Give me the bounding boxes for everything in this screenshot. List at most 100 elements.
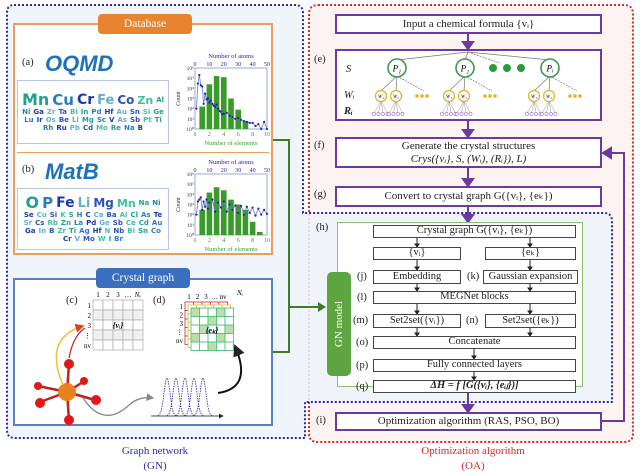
element-symbol: K xyxy=(60,211,66,219)
column-label: 3 xyxy=(204,293,208,301)
element-symbol: Li xyxy=(77,195,91,211)
atoms-point xyxy=(237,116,240,120)
tree-edge xyxy=(533,75,551,92)
element-symbol: Cd xyxy=(138,219,149,227)
element-symbol: In xyxy=(38,227,47,235)
atoms-point xyxy=(196,82,199,85)
element-symbol: Be xyxy=(58,116,69,124)
arrowhead xyxy=(527,332,533,337)
space-group-label: Pᵢ xyxy=(546,64,554,74)
bar xyxy=(221,77,227,129)
gn-caption: Graph network (GN) xyxy=(80,444,230,474)
element-symbol: Zn xyxy=(137,93,154,107)
atoms-point xyxy=(234,117,237,120)
element-symbol: Al xyxy=(156,95,165,104)
atoms-point xyxy=(214,105,217,108)
x-axis-label: Number of elements xyxy=(204,140,258,147)
position-node xyxy=(440,112,444,116)
element-symbol: Pd xyxy=(91,108,102,116)
atoms-series-line xyxy=(196,196,268,217)
y-tick-label: 10² xyxy=(187,107,195,113)
optimization-algorithm-box: Optimization algorithm (RAS, PSO, BO) xyxy=(335,412,602,431)
element-symbol: H xyxy=(76,211,83,219)
enthalpy-output-box: ΔH = f [G({vᵢ}, {eᵢⱼ})] xyxy=(373,380,576,393)
arrowhead xyxy=(471,355,477,360)
atoms-point xyxy=(198,74,201,77)
atoms-point xyxy=(208,201,211,204)
tree-edge xyxy=(448,100,456,114)
node-arrow xyxy=(55,323,85,386)
more-dot xyxy=(493,94,497,98)
top-tick-label: 30 xyxy=(235,62,241,68)
y-tick-label: 10⁰ xyxy=(186,126,195,133)
bar xyxy=(213,187,220,235)
edge-arrow xyxy=(217,344,245,394)
bar xyxy=(242,121,249,129)
edge-tensor-label: {eₖ} xyxy=(206,326,219,335)
oa-caption-line1: Optimization algorithm xyxy=(421,445,525,457)
top-axis-label: Number of atoms xyxy=(208,53,254,60)
tree-edge xyxy=(541,100,550,114)
arrowhead xyxy=(471,376,477,381)
atoms-point xyxy=(211,198,214,201)
element-symbol: Sr xyxy=(23,219,33,227)
panel-n-label: (n) xyxy=(466,315,479,326)
element-symbol: Sc xyxy=(96,116,107,124)
bar xyxy=(199,209,205,235)
atoms-point xyxy=(198,198,201,201)
tree-edge xyxy=(533,100,541,114)
matrix-cell xyxy=(132,339,144,351)
set2set-nodes-box: Set2set({vᵢ}) xyxy=(373,314,461,328)
atoms-point xyxy=(228,114,231,117)
crystal-graph-input: Crystal graph G({vᵢ}, {eₖ}) xyxy=(373,225,576,238)
position-node xyxy=(525,112,529,116)
x-tick-label: 10 xyxy=(264,238,270,244)
atoms-point xyxy=(195,107,198,110)
more-dot xyxy=(503,64,511,72)
tree-edge xyxy=(441,100,450,114)
top-tick-label: 50 xyxy=(264,62,270,68)
more-dot xyxy=(483,94,487,98)
atoms-point xyxy=(265,127,269,131)
oqmd-element-cloud: Mn Cu Cr Fe Co Zn Al Ni Ga Zr Ta Bi In Pd Hf Au Sn Si Ge Lu… xyxy=(17,80,169,144)
column-label: 1 xyxy=(187,293,191,301)
wyckoff-label: W₂ xyxy=(461,95,467,100)
gn-caption-line1: Graph network xyxy=(121,445,189,457)
element-symbol: Ba xyxy=(106,211,117,219)
row-label: 2 xyxy=(88,312,92,320)
panel-c-label: (c) xyxy=(66,295,78,306)
megnet-blocks-box: MEGNet blocks xyxy=(373,291,576,304)
atoms-point xyxy=(222,112,225,116)
atoms-point xyxy=(260,213,263,216)
position-node xyxy=(372,112,376,116)
top-axis-label: Number of atoms xyxy=(208,159,254,166)
atoms-point xyxy=(214,210,217,213)
molecule-icon xyxy=(34,359,101,425)
element-symbol: Mn xyxy=(116,196,136,210)
atoms-point xyxy=(245,120,248,123)
atoms-point xyxy=(239,204,243,208)
panel-i-label: (i) xyxy=(316,415,326,426)
arrowhead xyxy=(527,243,533,248)
y-tick-label: 10⁶ xyxy=(187,66,195,72)
column-label: … xyxy=(211,293,218,301)
element-symbol: Zr xyxy=(46,108,56,116)
panel-m-label: (m) xyxy=(353,315,369,326)
element-symbol: B xyxy=(49,227,55,235)
element-symbol: Hf xyxy=(92,227,102,235)
arrowhead xyxy=(414,332,420,337)
element-symbol: Cd xyxy=(82,124,94,132)
wyckoff-node xyxy=(389,89,403,103)
tree-edge xyxy=(448,100,452,114)
atoms-point xyxy=(248,211,251,214)
position-node xyxy=(444,112,449,116)
element-symbol: Ag xyxy=(79,227,90,235)
panel-d-label: (d) xyxy=(153,295,166,306)
bar xyxy=(235,204,241,235)
database-divider xyxy=(17,152,269,153)
x-tick-label: 10 xyxy=(264,132,270,138)
atoms-point xyxy=(257,207,260,210)
more-dot xyxy=(489,64,497,72)
element-symbol: O xyxy=(25,193,40,212)
